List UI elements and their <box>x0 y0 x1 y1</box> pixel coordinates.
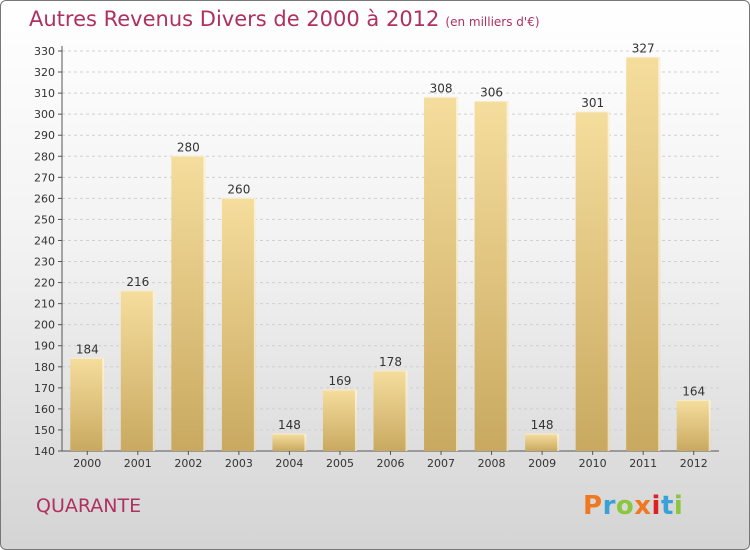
logo-letter: t <box>660 491 674 521</box>
y-tick-label: 240 <box>34 234 55 247</box>
data-label: 184 <box>76 342 99 356</box>
bar <box>171 156 206 451</box>
y-tick-label: 290 <box>34 129 55 142</box>
data-label: 164 <box>682 384 705 398</box>
y-tick-label: 230 <box>34 256 55 269</box>
bar <box>676 400 711 451</box>
y-tick-label: 280 <box>34 150 55 163</box>
logo-letter: x <box>634 491 652 521</box>
data-label: 169 <box>329 374 352 388</box>
bar <box>272 434 307 451</box>
chart-title: Autres Revenus Divers de 2000 à 2012 (en … <box>29 7 540 31</box>
x-tick-label: 2006 <box>377 457 405 470</box>
y-tick-label: 220 <box>34 277 55 290</box>
proxiti-logo: Proxiti <box>583 491 683 521</box>
data-label: 148 <box>278 418 301 432</box>
y-tick-label: 330 <box>34 45 55 58</box>
bar <box>575 112 610 451</box>
y-tick-label: 140 <box>34 445 55 458</box>
y-tick-label: 160 <box>34 403 55 416</box>
x-tick-label: 2004 <box>275 457 303 470</box>
y-tick-label: 190 <box>34 340 55 353</box>
y-tick-label: 300 <box>34 108 55 121</box>
title-text: Autres Revenus Divers de 2000 à 2012 <box>29 7 440 31</box>
bar <box>626 57 661 451</box>
y-tick-label: 310 <box>34 87 55 100</box>
unit-note: (en milliers d'€) <box>445 15 540 29</box>
y-tick-label: 180 <box>34 361 55 374</box>
data-label: 306 <box>480 86 503 100</box>
x-tick-label: 2005 <box>326 457 354 470</box>
data-label: 308 <box>430 81 453 95</box>
x-tick-label: 2011 <box>629 457 657 470</box>
bar <box>373 371 408 451</box>
logo-letter: i <box>651 491 661 521</box>
y-tick-label: 320 <box>34 66 55 79</box>
bar <box>474 101 509 452</box>
x-tick-label: 2000 <box>73 457 101 470</box>
x-tick-label: 2008 <box>478 457 506 470</box>
y-tick-label: 170 <box>34 382 55 395</box>
bar <box>525 434 560 451</box>
x-tick-label: 2001 <box>124 457 152 470</box>
y-tick-label: 270 <box>34 171 55 184</box>
bar <box>322 389 357 451</box>
data-label: 148 <box>531 418 554 432</box>
y-tick-label: 260 <box>34 192 55 205</box>
data-label: 280 <box>177 140 200 154</box>
data-label: 216 <box>126 275 149 289</box>
x-tick-label: 2010 <box>579 457 607 470</box>
y-tick-label: 200 <box>34 319 55 332</box>
data-label: 327 <box>632 41 655 55</box>
bar <box>221 198 256 451</box>
x-tick-label: 2002 <box>174 457 202 470</box>
logo-letter: r <box>602 491 616 521</box>
bar <box>120 291 155 451</box>
commune-name: QUARANTE <box>36 495 142 517</box>
data-label: 301 <box>581 96 604 110</box>
bar <box>70 358 105 451</box>
logo-letter: i <box>673 491 684 521</box>
x-tick-label: 2007 <box>427 457 455 470</box>
x-tick-label: 2009 <box>528 457 556 470</box>
y-tick-label: 250 <box>34 213 55 226</box>
data-label: 178 <box>379 355 402 369</box>
logo-letter: P <box>583 491 603 521</box>
x-tick-label: 2003 <box>225 457 253 470</box>
logo-letter: o <box>615 491 635 521</box>
y-tick-label: 210 <box>34 298 55 311</box>
y-tick-label: 150 <box>34 424 55 437</box>
x-tick-label: 2012 <box>680 457 708 470</box>
bar <box>424 97 459 451</box>
data-label: 260 <box>227 182 250 196</box>
